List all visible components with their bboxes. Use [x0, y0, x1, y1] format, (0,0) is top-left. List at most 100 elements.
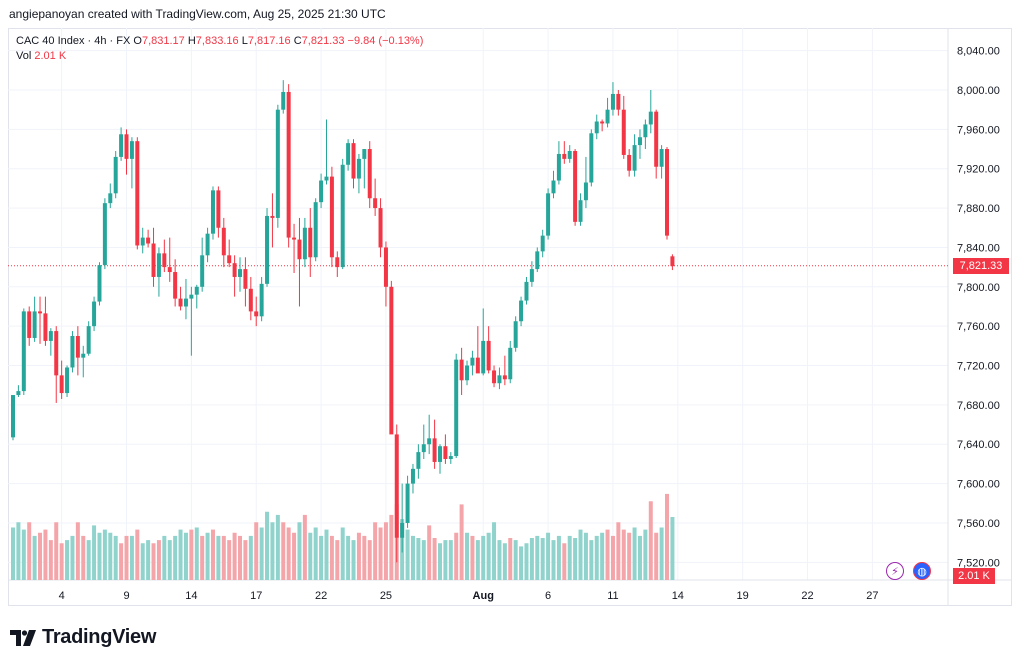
candle-body	[162, 253, 167, 268]
candle-body	[573, 151, 578, 222]
volume-bar	[643, 529, 648, 580]
candle-body	[200, 255, 205, 287]
candle-body	[265, 215, 270, 284]
candle-body	[437, 446, 442, 462]
volume-bar	[140, 543, 145, 580]
attribution-caption: angiepanoyan created with TradingView.co…	[9, 7, 386, 21]
volume-bar	[616, 522, 621, 580]
y-tick-label: 8,000.00	[957, 85, 1000, 97]
volume-bar	[448, 540, 453, 580]
volume-bar	[205, 532, 210, 580]
candle-body	[356, 158, 361, 179]
volume-bar	[427, 525, 432, 580]
y-tick-label: 7,640.00	[957, 439, 1000, 451]
volume-bar	[340, 527, 345, 580]
volume-bar	[459, 504, 464, 580]
candle-body	[367, 149, 372, 199]
volume-bar	[573, 538, 578, 580]
volume-bar	[54, 522, 59, 580]
candle-body	[421, 444, 426, 453]
candle-body	[405, 483, 410, 523]
volume-bar	[292, 532, 297, 580]
volume-bar	[556, 535, 561, 580]
y-tick-label: 7,760.00	[957, 321, 1000, 333]
candle-body	[108, 193, 113, 204]
volume-bar	[540, 538, 545, 580]
candle-body	[178, 298, 183, 307]
volume-bar	[578, 529, 583, 580]
candlestick-chart[interactable]: 7,520.00 7,560.00 7,600.00 7,640.00 7,680.00…	[8, 28, 1012, 606]
candle-body	[38, 311, 43, 314]
candle-body	[59, 375, 64, 394]
candle-body	[43, 313, 48, 341]
candle-body	[216, 190, 221, 228]
volume-bar	[362, 535, 367, 580]
candle-body	[75, 336, 80, 358]
volume-bar	[605, 529, 610, 580]
volume-bar	[497, 540, 502, 580]
volume-bar	[227, 540, 232, 580]
volume-bar	[351, 540, 356, 580]
volume-bar	[513, 540, 518, 580]
candle-body	[281, 91, 286, 110]
volume-bar	[416, 538, 421, 580]
candle-body	[535, 251, 540, 270]
candle-body	[54, 331, 59, 376]
globe-icon[interactable]: ◍	[913, 562, 931, 580]
flash-icon[interactable]: ⚡	[886, 562, 904, 580]
volume-bar	[238, 535, 243, 580]
x-tick-label: 14	[185, 590, 197, 602]
x-tick-label: Aug	[473, 590, 494, 602]
volume-bar	[270, 522, 275, 580]
y-tick-label: 7,600.00	[957, 479, 1000, 491]
candle-body	[297, 239, 302, 260]
candle-body	[632, 145, 637, 171]
candle-body	[48, 331, 53, 341]
volume-bar	[492, 522, 497, 580]
volume-bar	[43, 529, 48, 580]
legend-volume-value: 2.01 K	[34, 50, 67, 62]
volume-bar	[367, 540, 372, 580]
candle-body	[513, 321, 518, 348]
volume-bar	[97, 532, 102, 580]
volume-bar	[329, 535, 334, 580]
volume-bar	[162, 535, 167, 580]
volume-bar	[254, 522, 259, 580]
volume-bar	[200, 535, 205, 580]
volume-bar	[443, 540, 448, 580]
volume-bar	[119, 543, 124, 580]
volume-bar	[265, 511, 270, 580]
volume-bar	[151, 543, 156, 580]
candle-body	[135, 141, 140, 246]
volume-bar	[59, 543, 64, 580]
legend-change: −9.84 (−0.13%)	[347, 35, 424, 47]
x-tick-label: 14	[672, 590, 684, 602]
volume-bar	[70, 535, 75, 580]
y-tick-label: 7,560.00	[957, 518, 1000, 530]
volume-bar	[621, 529, 626, 580]
volume-bar	[383, 522, 388, 580]
volume-bar	[659, 527, 664, 580]
candle-body	[302, 227, 307, 260]
candle-body	[400, 522, 405, 538]
candle-body	[254, 311, 259, 317]
volume-bar	[529, 538, 534, 580]
x-tick-label: 22	[315, 590, 327, 602]
tradingview-logo-icon	[10, 629, 36, 646]
x-tick-label: 25	[380, 590, 392, 602]
candle-body	[497, 375, 502, 384]
x-tick-label: 6	[545, 590, 551, 602]
candle-body	[205, 233, 210, 256]
candle-body	[659, 149, 664, 167]
volume-bar	[11, 527, 15, 580]
candle-body	[454, 359, 459, 457]
candle-body	[102, 203, 107, 266]
candle-body	[167, 267, 172, 273]
candle-body	[70, 336, 75, 368]
x-tick-label: 19	[737, 590, 749, 602]
volume-bar	[275, 514, 280, 580]
volume-bar	[421, 540, 426, 580]
candle-body	[362, 149, 367, 159]
volume-bar	[389, 514, 394, 580]
candle-body	[616, 93, 621, 110]
